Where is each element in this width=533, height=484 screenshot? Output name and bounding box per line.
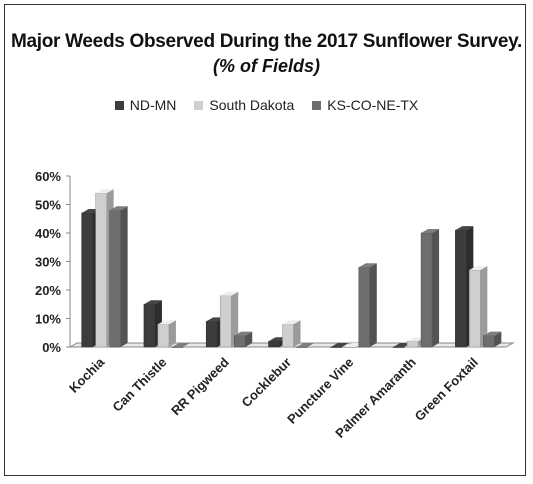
bar-top	[330, 343, 349, 347]
y-tick-label: 40%	[35, 226, 61, 241]
bar-ks-co-ne-tx	[109, 209, 121, 348]
bar-side	[480, 266, 488, 347]
bar-side	[432, 229, 440, 347]
bar-top	[469, 266, 488, 271]
legend-swatch-south-dakota	[194, 100, 204, 110]
bar-ks-co-ne-tx	[171, 346, 184, 348]
bar-side	[231, 291, 239, 347]
x-tick-label: Green Foxtail	[412, 355, 481, 424]
bar-top	[296, 343, 315, 347]
bar-top	[455, 226, 474, 231]
bar-top	[282, 320, 301, 325]
bar-top	[393, 343, 412, 347]
bar-south-dakota	[406, 341, 419, 348]
legend-swatch-ks-co-ne-tx	[312, 100, 322, 110]
bar-side	[369, 263, 377, 347]
bar-top	[268, 337, 287, 342]
bar-south-dakota	[344, 346, 357, 348]
bar-south-dakota	[219, 295, 232, 348]
bar-top	[157, 320, 176, 325]
y-tick-label: 60%	[35, 169, 61, 184]
chart-title: Major Weeds Observed During the 2017 Sun…	[10, 31, 523, 52]
bar-top	[206, 317, 225, 322]
bar-nd-mn	[205, 321, 218, 348]
chart-legend: ND-MN South Dakota KS-CO-NE-TX	[0, 97, 533, 113]
bar-ks-co-ne-tx	[420, 232, 433, 348]
y-tick-label: 10%	[35, 312, 61, 327]
bar-top	[421, 229, 440, 233]
legend-item-south-dakota: South Dakota	[194, 97, 294, 113]
bar-side	[494, 331, 502, 347]
bar-nd-mn	[268, 341, 280, 348]
legend-label-nd-mn: ND-MN	[129, 97, 177, 113]
bar-top	[220, 291, 239, 296]
y-tick-label: 30%	[35, 255, 61, 270]
bar-nd-mn	[143, 304, 156, 348]
bar-top	[95, 189, 114, 194]
x-tick-label: Cocklebur	[239, 355, 295, 411]
bar-south-dakota	[282, 323, 294, 348]
bar-top	[143, 300, 162, 305]
bar-side	[168, 320, 176, 347]
bar-ks-co-ne-tx	[483, 335, 495, 348]
y-tick-label: 20%	[35, 283, 61, 298]
bar-nd-mn	[455, 229, 467, 348]
bar-nd-mn	[81, 212, 93, 348]
bar-nd-mn	[330, 346, 343, 348]
x-tick-label: RR Pigweed	[168, 354, 232, 418]
y-tick-label: 50%	[35, 198, 61, 213]
legend-label-ks-co-ne-tx: KS-CO-NE-TX	[327, 97, 419, 113]
bar-top	[171, 343, 190, 347]
bar-top	[407, 337, 426, 342]
legend-item-ks-co-ne-tx: KS-CO-NE-TX	[312, 97, 418, 113]
bar-ks-co-ne-tx	[358, 266, 371, 348]
bar-ks-co-ne-tx	[296, 346, 308, 348]
bar-south-dakota	[469, 269, 481, 348]
bar-top	[358, 263, 377, 268]
x-tick-label: Can Thistle	[109, 355, 169, 415]
bar-top	[234, 331, 253, 336]
x-tick-label: Kochia	[66, 354, 108, 396]
bar-ks-co-ne-tx	[233, 335, 246, 348]
bar-top	[81, 209, 100, 214]
bar-side	[293, 320, 301, 347]
y-tick-label: 0%	[42, 340, 61, 355]
bar-south-dakota	[95, 192, 107, 348]
bar-south-dakota	[157, 323, 170, 348]
bar-side	[120, 206, 128, 347]
legend-label-south-dakota: South Dakota	[209, 97, 295, 113]
chart-subtitle: (% of Fields)	[213, 56, 320, 76]
bar-nd-mn	[392, 346, 405, 348]
bar-top	[483, 331, 502, 336]
legend-swatch-nd-mn	[114, 100, 124, 110]
bar-side	[245, 331, 253, 347]
legend-item-nd-mn: ND-MN	[114, 97, 177, 113]
bar-top	[344, 343, 363, 347]
bar-top	[109, 206, 128, 211]
